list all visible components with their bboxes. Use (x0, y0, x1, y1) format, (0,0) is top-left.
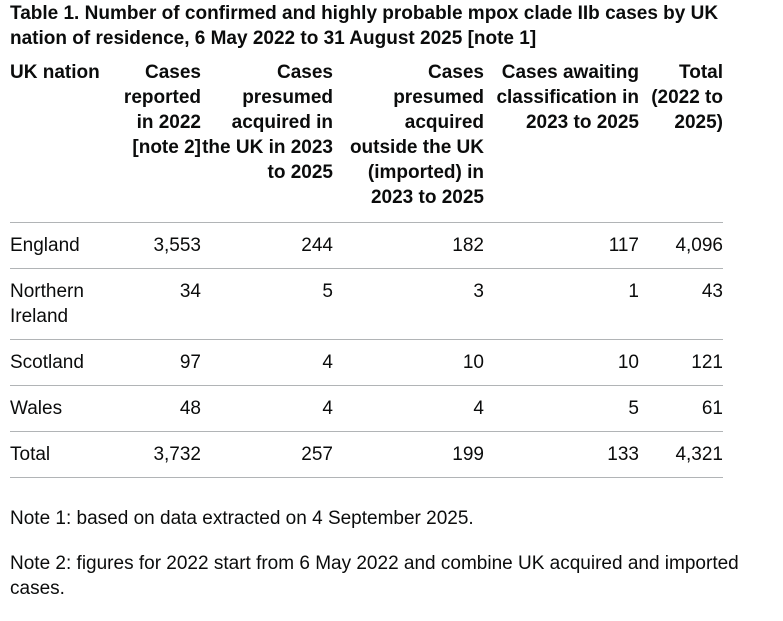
cell-cases-2022: 3,732 (105, 431, 201, 478)
note-2: Note 2: figures for 2022 start from 6 Ma… (10, 553, 739, 599)
table-row-total: Total 3,732 257 199 133 4,321 (10, 431, 723, 478)
cell-awaiting: 133 (484, 431, 639, 478)
table-notes: Note 1: based on data extracted on 4 Sep… (10, 506, 750, 621)
header-imported: Cases presumed acquired outside the UK (… (333, 60, 484, 223)
header-awaiting: Cases awaiting classification in 2023 to… (484, 60, 639, 223)
row-nation: Scotland (10, 339, 105, 386)
header-acquired-uk: Cases presumed acquired in the UK in 202… (201, 60, 333, 223)
table-row: England 3,553 244 182 117 4,096 (10, 222, 723, 269)
cell-total: 4,096 (639, 222, 723, 269)
row-nation: Total (10, 431, 105, 478)
cell-cases-2022: 34 (105, 268, 201, 340)
cell-acquired-uk: 5 (201, 268, 333, 340)
header-cases-2022: Cases reported in 2022 [note 2] (105, 60, 201, 223)
table-body: England 3,553 244 182 117 4,096 Northern… (10, 222, 723, 478)
cell-awaiting: 1 (484, 268, 639, 340)
cell-total: 4,321 (639, 431, 723, 478)
row-nation: England (10, 222, 105, 269)
cell-cases-2022: 48 (105, 385, 201, 432)
header-total: Total (2022 to 2025) (639, 60, 723, 223)
table-caption: Table 1. Number of confirmed and highly … (10, 3, 719, 49)
cell-imported: 199 (333, 431, 484, 478)
cell-awaiting: 10 (484, 339, 639, 386)
cell-acquired-uk: 4 (201, 385, 333, 432)
cell-acquired-uk: 244 (201, 222, 333, 269)
cell-total: 121 (639, 339, 723, 386)
table-row: Scotland 97 4 10 10 121 (10, 339, 723, 386)
cell-imported: 10 (333, 339, 484, 386)
cell-imported: 4 (333, 385, 484, 432)
cell-total: 61 (639, 385, 723, 432)
cell-imported: 182 (333, 222, 484, 269)
table-row: Northern Ireland 34 5 3 1 43 (10, 268, 723, 340)
note-1: Note 1: based on data extracted on 4 Sep… (10, 508, 474, 529)
cases-table: UK nation Cases reported in 2022 [note 2… (10, 60, 723, 478)
table-row: Wales 48 4 4 5 61 (10, 385, 723, 432)
cell-awaiting: 5 (484, 385, 639, 432)
header-uk-nation: UK nation (10, 60, 105, 223)
cell-total: 43 (639, 268, 723, 340)
row-nation: Wales (10, 385, 105, 432)
cell-acquired-uk: 4 (201, 339, 333, 386)
cell-cases-2022: 97 (105, 339, 201, 386)
page: Table 1. Number of confirmed and highly … (10, 3, 739, 599)
row-nation: Northern Ireland (10, 268, 105, 340)
header-row: UK nation Cases reported in 2022 [note 2… (10, 60, 723, 223)
cell-cases-2022: 3,553 (105, 222, 201, 269)
cell-awaiting: 117 (484, 222, 639, 269)
cell-acquired-uk: 257 (201, 431, 333, 478)
cell-imported: 3 (333, 268, 484, 340)
table-header: UK nation Cases reported in 2022 [note 2… (10, 60, 723, 223)
